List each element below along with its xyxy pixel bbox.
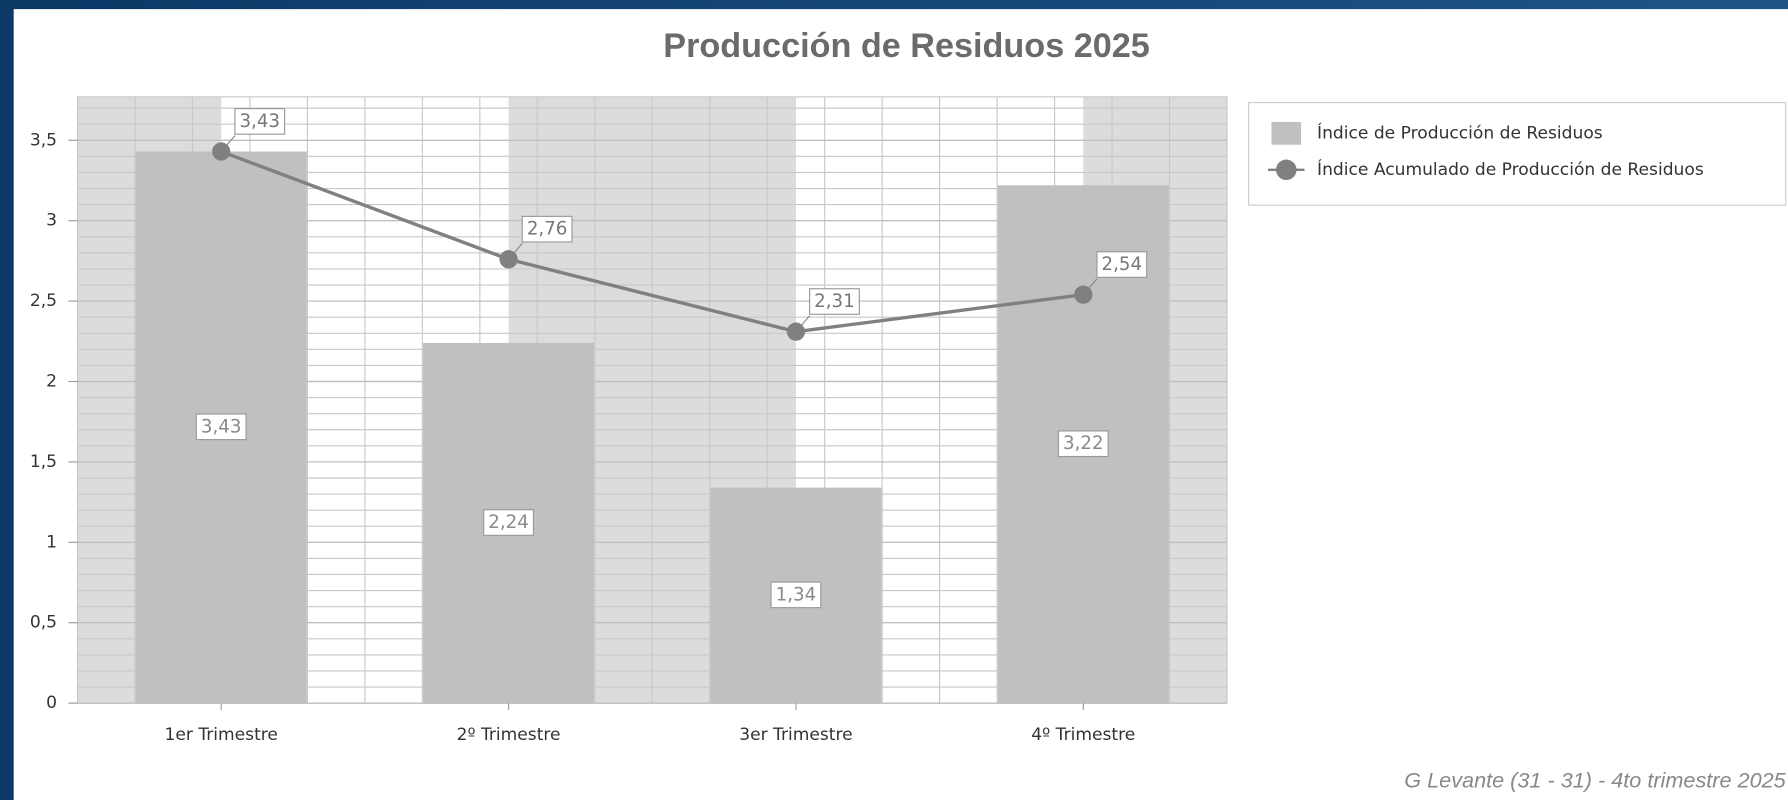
- legend-box: [1248, 101, 1787, 206]
- line-label: 3,43: [239, 111, 280, 132]
- line-marker: [1074, 285, 1093, 304]
- y-tick-label: 0: [46, 693, 57, 713]
- footer: G Levante (31 - 31) - 4to trimestre 2025: [1404, 767, 1786, 792]
- bar-label-box: [1057, 430, 1109, 458]
- line-label: 2,54: [1102, 254, 1143, 275]
- legend-swatch: [1271, 121, 1302, 145]
- line-marker: [499, 250, 518, 269]
- y-tick-label: 2,5: [30, 291, 57, 311]
- y-tick-label: 0,5: [30, 613, 57, 633]
- legend-label: Índice de Producción de Residuos: [1317, 121, 1603, 143]
- bar-label: 2,24: [488, 512, 529, 533]
- line-label-box: [234, 108, 286, 135]
- y-tick-label: 1: [46, 532, 57, 552]
- bar-label-box: [483, 509, 535, 536]
- chart-title: Producción de Residuos 2025: [663, 27, 1150, 65]
- x-tick-label: 4º Trimestre: [1031, 725, 1135, 745]
- line-marker: [212, 142, 231, 161]
- line-label-box: [1096, 251, 1148, 278]
- y-tick-label: 1,5: [30, 452, 57, 472]
- x-tick-label: 2º Trimestre: [457, 725, 561, 745]
- line-marker: [786, 322, 806, 341]
- y-tick-label: 3: [46, 211, 57, 231]
- bar-label: 1,34: [776, 584, 817, 605]
- line-label-box: [521, 215, 573, 243]
- bar-label-box: [770, 581, 822, 609]
- bar-label-box: [195, 413, 247, 441]
- line-label: 2,31: [814, 291, 855, 312]
- line-label-box: [809, 288, 860, 315]
- y-tick-label: 2: [46, 372, 57, 392]
- bar-label: 3,22: [1063, 433, 1104, 454]
- x-tick-label: 1er Trimestre: [164, 725, 277, 745]
- line-label: 2,76: [527, 219, 568, 240]
- legend-swatch: [1276, 159, 1297, 181]
- x-tick-label: 3er Trimestre: [739, 725, 852, 745]
- bar-label: 3,43: [201, 416, 242, 437]
- legend-label: Índice Acumulado de Producción de Residu…: [1317, 158, 1704, 180]
- line: [220, 149, 1084, 334]
- y-tick-label: 3,5: [30, 130, 57, 150]
